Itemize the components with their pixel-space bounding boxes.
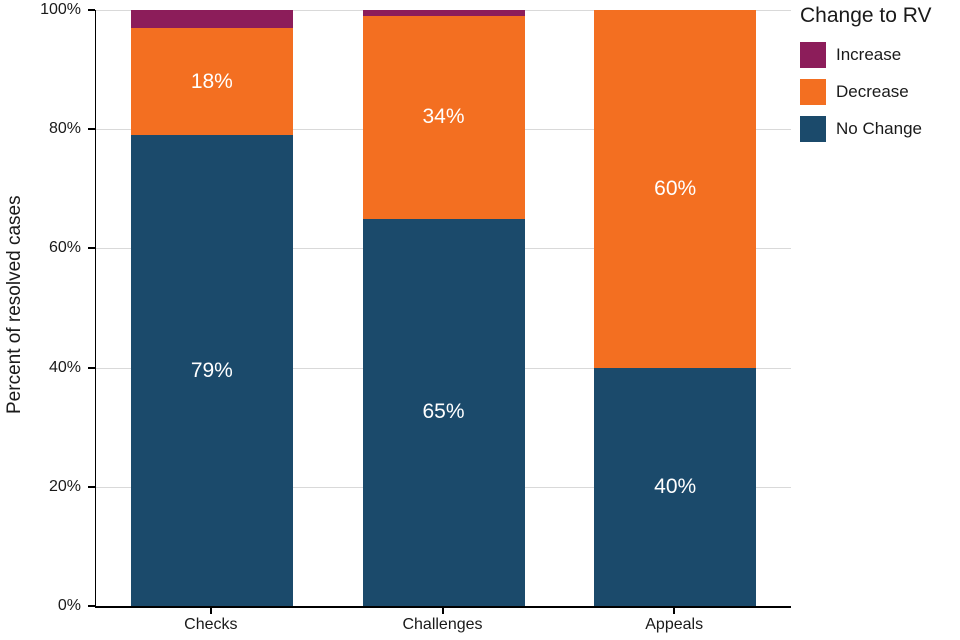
bar-segment-no-change-checks: 79% (130, 135, 293, 606)
bar-challenges: 65% 34% (362, 10, 525, 606)
x-tick-mark (209, 608, 212, 614)
y-tick-mark (88, 366, 95, 369)
bar-segment-decrease-challenges: 34% (362, 15, 525, 219)
plot-area: 79% 18% 65% 34% 40% 60% (95, 10, 791, 608)
legend-label: No Change (836, 119, 923, 138)
bar-segment-no-change-appeals: 40% (594, 367, 757, 606)
y-tick-label: 40% (48, 358, 81, 376)
y-tick-label: 60% (48, 239, 81, 257)
bar-value-label: 79% (190, 358, 233, 382)
bar-segment-decrease-checks: 18% (130, 27, 293, 136)
x-tick-mark (673, 608, 676, 614)
y-tick-mark (88, 605, 95, 607)
y-tick-label: 20% (48, 477, 81, 495)
x-tick-label-challenges: Challenges (402, 616, 483, 633)
y-tick-label: 0% (57, 597, 81, 614)
bar-value-label: 18% (190, 69, 233, 93)
bars-layer: 79% 18% 65% 34% 40% 60% (96, 10, 791, 606)
bar-value-label: 34% (422, 105, 465, 129)
x-axis: Checks Challenges Appeals (95, 608, 790, 640)
legend-entry-decrease: Decrease (800, 79, 958, 105)
legend-swatch-no-change (800, 116, 826, 142)
bar-segment-increase-checks (130, 10, 293, 28)
y-tick-mark (88, 247, 95, 250)
y-tick-mark (88, 9, 95, 11)
bar-value-label: 65% (422, 400, 465, 424)
legend-swatch-increase (800, 42, 826, 68)
x-tick-label-checks: Checks (184, 616, 238, 633)
bar-checks: 79% 18% (130, 10, 293, 606)
bar-segment-decrease-appeals: 60% (594, 10, 757, 368)
y-tick-label: 80% (48, 120, 81, 138)
legend: Change to RV Increase Decrease No Change (800, 4, 958, 153)
legend-swatch-decrease (800, 79, 826, 105)
x-tick-mark (441, 608, 444, 614)
legend-entry-increase: Increase (800, 42, 958, 68)
x-tick-label-appeals: Appeals (645, 616, 704, 633)
bar-appeals: 40% 60% (594, 10, 757, 606)
y-tick-label: 100% (40, 1, 81, 18)
y-axis: 0% 20% 40% 60% 80% 100% (0, 1, 95, 614)
legend-entries: Increase Decrease No Change (800, 42, 958, 142)
y-tick-mark (88, 485, 95, 488)
legend-title: Change to RV (800, 4, 932, 27)
legend-label: Increase (836, 45, 902, 64)
bar-segment-no-change-challenges: 65% (362, 218, 525, 606)
bar-value-label: 60% (654, 176, 697, 200)
bar-segment-increase-challenges (362, 10, 525, 16)
bar-value-label: 40% (654, 474, 697, 498)
legend-label: Decrease (836, 82, 909, 101)
y-tick-mark (88, 128, 95, 131)
legend-entry-no-change: No Change (800, 116, 958, 142)
